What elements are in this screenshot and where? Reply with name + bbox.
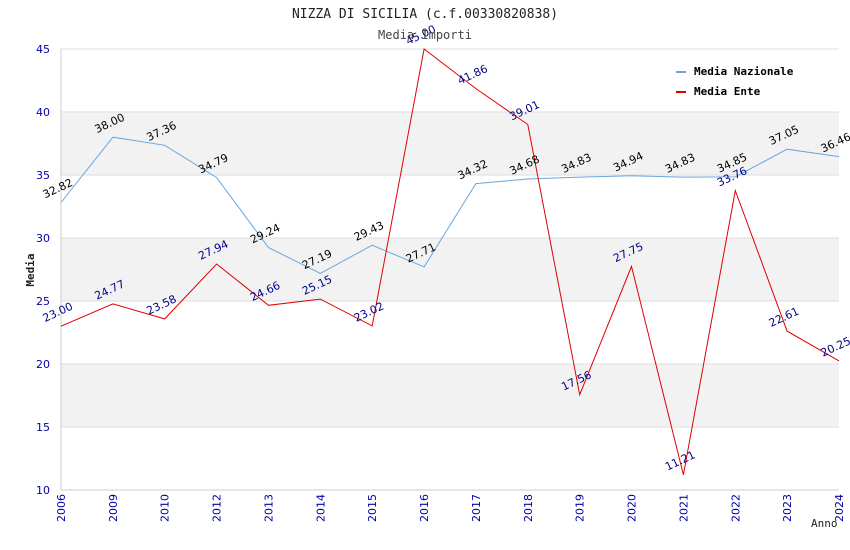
y-axis-label: Media — [24, 253, 37, 286]
plot-band — [61, 364, 839, 427]
series-line-media-nazionale — [60, 136, 840, 274]
x-tick-label: 2013 — [262, 494, 275, 522]
x-tick-label: 2012 — [211, 494, 224, 522]
x-tick-label: 2021 — [677, 494, 690, 522]
x-tick-label: 2023 — [781, 494, 794, 522]
x-tick-label: 2016 — [418, 494, 431, 522]
data-label-media-ente: 11.21 — [663, 448, 697, 473]
legend-label-media-nazionale: Media Nazionale — [694, 65, 794, 78]
x-tick-label: 2020 — [626, 494, 639, 522]
series-lines — [60, 48, 840, 475]
y-tick-label: 45 — [36, 43, 50, 56]
series-line-media-ente — [60, 48, 840, 475]
y-tick-label: 25 — [36, 295, 50, 308]
x-tick-label: 2009 — [107, 494, 120, 522]
x-tick-label: 2018 — [522, 494, 535, 522]
x-tick-label: 2006 — [55, 494, 68, 522]
data-label-media-ente: 20.25 — [819, 334, 850, 359]
x-tick-label: 2019 — [574, 494, 587, 522]
chart-title: NIZZA DI SICILIA (c.f.00330820838) — [292, 7, 558, 22]
y-tick-label: 15 — [36, 421, 50, 434]
data-label-media-ente: 22.61 — [767, 305, 801, 330]
x-axis-label: Anno — [811, 517, 838, 530]
x-tick-label: 2017 — [470, 494, 483, 522]
axes — [60, 49, 839, 491]
y-tick-labels: 10 15 20 25 30 35 40 45 — [36, 43, 50, 497]
y-tick-label: 30 — [36, 232, 50, 245]
chart-subtitle: Media Importi — [378, 28, 472, 42]
y-tick-label: 20 — [36, 358, 50, 371]
data-label-media-ente: 23.02 — [352, 300, 386, 325]
x-tick-label: 2024 — [833, 494, 846, 522]
y-tick-label: 40 — [36, 106, 50, 119]
x-tick-labels: 2006 2009 2010 2012 2013 2014 2015 2016 2017 2018… — [55, 494, 846, 522]
plot-band — [61, 238, 839, 301]
legend: Media Nazionale Media Ente — [676, 65, 794, 98]
x-tick-label: 2010 — [159, 494, 172, 522]
data-label-media-ente: 41.86 — [456, 62, 490, 87]
x-tick-label: 2022 — [729, 494, 742, 522]
plot-bands — [61, 112, 839, 427]
x-tick-label: 2015 — [366, 494, 379, 522]
x-tick-label: 2014 — [314, 494, 327, 522]
legend-label-media-ente: Media Ente — [694, 85, 761, 98]
plot-band — [61, 112, 839, 175]
y-tick-label: 10 — [36, 484, 50, 497]
y-tick-label: 35 — [36, 169, 50, 182]
